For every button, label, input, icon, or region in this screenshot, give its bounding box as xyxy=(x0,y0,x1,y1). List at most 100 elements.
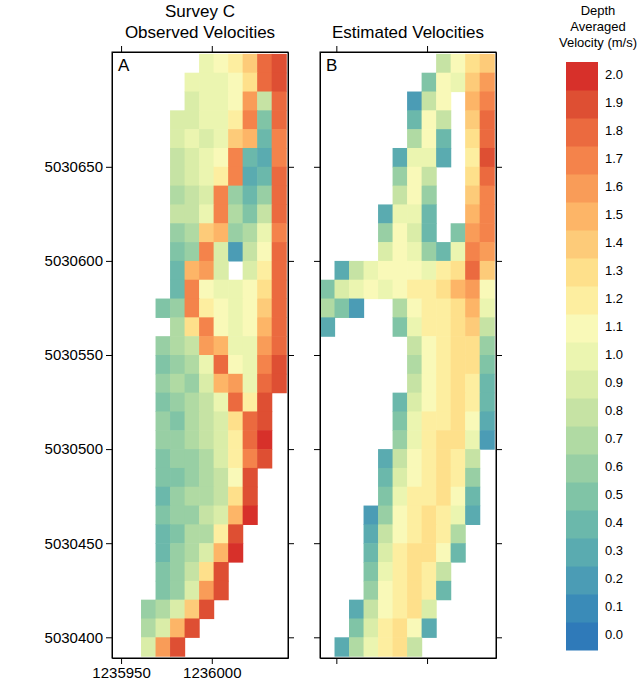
colorbar-band xyxy=(566,566,598,595)
cell xyxy=(451,543,466,562)
cell xyxy=(214,355,229,374)
cell xyxy=(243,186,258,205)
cell xyxy=(393,411,408,430)
tick xyxy=(427,658,428,664)
cell xyxy=(156,562,171,581)
cell xyxy=(393,468,408,487)
cell xyxy=(436,355,451,374)
cell xyxy=(257,261,272,280)
cell xyxy=(422,261,437,280)
cell xyxy=(170,618,185,637)
cell xyxy=(272,355,287,374)
cell xyxy=(214,468,229,487)
cell xyxy=(185,129,200,148)
cell xyxy=(465,487,480,506)
cell xyxy=(243,299,258,318)
cell xyxy=(185,543,200,562)
cell xyxy=(156,449,171,468)
cell xyxy=(320,317,335,336)
colorbar-tick-label: 1.3 xyxy=(605,263,623,278)
cell xyxy=(214,581,229,600)
cell xyxy=(185,562,200,581)
cell xyxy=(465,299,480,318)
colorbar-band xyxy=(566,174,598,203)
cell xyxy=(422,562,437,581)
cell xyxy=(243,261,258,280)
cell xyxy=(451,430,466,449)
cell xyxy=(480,355,495,374)
cell xyxy=(465,54,480,73)
tick-mark xyxy=(314,543,320,544)
colorbar-tick-label: 1.7 xyxy=(605,151,623,166)
cell xyxy=(465,336,480,355)
cell xyxy=(214,92,229,111)
cell xyxy=(185,186,200,205)
cell xyxy=(214,543,229,562)
cell xyxy=(393,430,408,449)
cell xyxy=(272,299,287,318)
cell xyxy=(465,92,480,111)
tick xyxy=(496,355,502,356)
cell xyxy=(378,562,393,581)
cell xyxy=(199,73,214,92)
colorbar-tick-label: 0.3 xyxy=(605,543,623,558)
cell xyxy=(243,336,258,355)
cell xyxy=(228,393,243,412)
cell xyxy=(451,374,466,393)
colorbar-band xyxy=(566,538,598,567)
cell xyxy=(422,487,437,506)
cell xyxy=(272,92,287,111)
cell xyxy=(465,411,480,430)
cell xyxy=(378,487,393,506)
tick-mark xyxy=(496,543,502,544)
tick-mark xyxy=(106,167,112,168)
colorbar-band xyxy=(566,146,598,175)
cell xyxy=(170,543,185,562)
cell xyxy=(422,110,437,129)
cell xyxy=(480,186,495,205)
cell xyxy=(480,261,495,280)
colorbar-tick-label: 1.9 xyxy=(605,95,623,110)
cell xyxy=(393,487,408,506)
cell xyxy=(393,449,408,468)
tick-mark xyxy=(314,261,320,262)
cell xyxy=(436,449,451,468)
cell xyxy=(199,336,214,355)
axis-line xyxy=(113,52,289,53)
cell xyxy=(257,374,272,393)
cell xyxy=(480,167,495,186)
cell xyxy=(393,299,408,318)
tick xyxy=(496,167,502,168)
cell xyxy=(465,129,480,148)
cell xyxy=(214,186,229,205)
cell xyxy=(407,618,422,637)
tick xyxy=(212,46,213,52)
cell xyxy=(480,204,495,223)
cell xyxy=(170,600,185,619)
cell xyxy=(257,317,272,336)
cell xyxy=(170,280,185,299)
x-axis xyxy=(321,658,497,664)
cell xyxy=(228,524,243,543)
cell xyxy=(465,261,480,280)
cell xyxy=(170,186,185,205)
cell xyxy=(228,110,243,129)
cell xyxy=(407,223,422,242)
colorbar-band xyxy=(566,314,598,343)
cell xyxy=(378,223,393,242)
colorbar-title: DepthAveragedVelocity (m/s) xyxy=(559,3,637,50)
cell xyxy=(480,336,495,355)
cell xyxy=(199,600,214,619)
cell xyxy=(185,468,200,487)
cell xyxy=(257,449,272,468)
cell xyxy=(393,581,408,600)
cell xyxy=(228,280,243,299)
cell xyxy=(480,110,495,129)
cell xyxy=(436,506,451,525)
cell xyxy=(243,393,258,412)
cell xyxy=(199,430,214,449)
panel: 5030400503045050305005030550503060050306… xyxy=(45,23,294,681)
cell xyxy=(393,148,408,167)
cell xyxy=(465,374,480,393)
cell xyxy=(156,393,171,412)
